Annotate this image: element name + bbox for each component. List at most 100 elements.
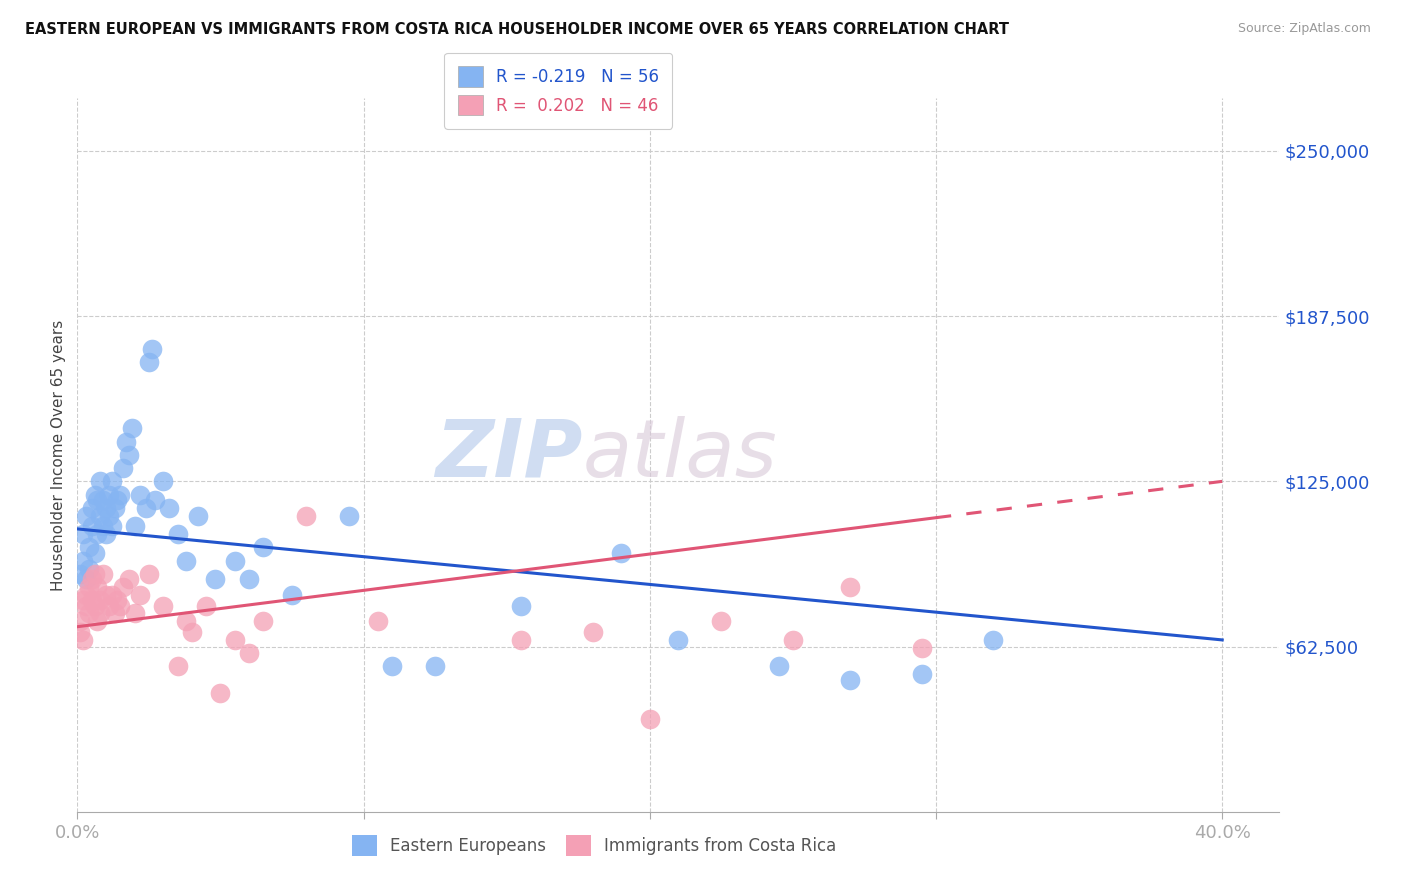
Point bbox=[94, 588, 117, 602]
Point bbox=[97, 599, 120, 613]
Point bbox=[174, 615, 197, 629]
Point bbox=[141, 342, 163, 356]
Point bbox=[97, 508, 120, 523]
Point bbox=[710, 615, 733, 629]
Point bbox=[77, 541, 100, 555]
Point bbox=[115, 434, 138, 449]
Point bbox=[94, 500, 117, 515]
Point bbox=[86, 615, 108, 629]
Point bbox=[768, 659, 790, 673]
Point bbox=[129, 487, 152, 501]
Point bbox=[204, 572, 226, 586]
Point bbox=[72, 593, 94, 607]
Point bbox=[174, 554, 197, 568]
Point bbox=[103, 500, 125, 515]
Point bbox=[75, 572, 97, 586]
Point bbox=[224, 632, 246, 647]
Text: atlas: atlas bbox=[582, 416, 778, 494]
Point bbox=[112, 580, 135, 594]
Point bbox=[110, 599, 132, 613]
Point bbox=[80, 500, 103, 515]
Point bbox=[911, 667, 934, 681]
Point bbox=[510, 632, 533, 647]
Point bbox=[69, 566, 91, 581]
Point bbox=[195, 599, 218, 613]
Point bbox=[77, 580, 100, 594]
Point bbox=[337, 508, 360, 523]
Point bbox=[100, 588, 122, 602]
Point bbox=[381, 659, 404, 673]
Point bbox=[121, 421, 143, 435]
Point bbox=[782, 632, 804, 647]
Point bbox=[252, 541, 274, 555]
Point bbox=[77, 607, 100, 621]
Point bbox=[89, 475, 111, 489]
Point bbox=[152, 475, 174, 489]
Point bbox=[281, 588, 304, 602]
Point bbox=[135, 500, 157, 515]
Point bbox=[839, 580, 862, 594]
Point bbox=[118, 448, 141, 462]
Point bbox=[80, 519, 103, 533]
Point bbox=[423, 659, 446, 673]
Point bbox=[981, 632, 1004, 647]
Point bbox=[75, 599, 97, 613]
Point bbox=[69, 615, 91, 629]
Point bbox=[238, 646, 260, 660]
Text: EASTERN EUROPEAN VS IMMIGRANTS FROM COSTA RICA HOUSEHOLDER INCOME OVER 65 YEARS : EASTERN EUROPEAN VS IMMIGRANTS FROM COST… bbox=[25, 22, 1010, 37]
Point bbox=[157, 500, 180, 515]
Point bbox=[89, 607, 111, 621]
Point bbox=[166, 527, 188, 541]
Point bbox=[77, 561, 100, 575]
Point bbox=[610, 546, 633, 560]
Point bbox=[110, 487, 132, 501]
Point bbox=[367, 615, 389, 629]
Y-axis label: Householder Income Over 65 years: Householder Income Over 65 years bbox=[51, 319, 66, 591]
Point bbox=[80, 593, 103, 607]
Point bbox=[143, 492, 166, 507]
Point bbox=[72, 527, 94, 541]
Text: Source: ZipAtlas.com: Source: ZipAtlas.com bbox=[1237, 22, 1371, 36]
Point bbox=[224, 554, 246, 568]
Point bbox=[911, 640, 934, 655]
Point bbox=[100, 475, 122, 489]
Point bbox=[666, 632, 689, 647]
Legend: Eastern Europeans, Immigrants from Costa Rica: Eastern Europeans, Immigrants from Costa… bbox=[343, 827, 845, 864]
Point bbox=[510, 599, 533, 613]
Point bbox=[75, 508, 97, 523]
Point bbox=[581, 625, 603, 640]
Point bbox=[103, 607, 125, 621]
Point bbox=[100, 519, 122, 533]
Point bbox=[69, 625, 91, 640]
Point bbox=[118, 572, 141, 586]
Point bbox=[86, 580, 108, 594]
Point bbox=[252, 615, 274, 629]
Point bbox=[94, 527, 117, 541]
Point bbox=[83, 546, 105, 560]
Point bbox=[83, 599, 105, 613]
Point bbox=[124, 607, 146, 621]
Point bbox=[152, 599, 174, 613]
Point bbox=[75, 588, 97, 602]
Point bbox=[97, 487, 120, 501]
Point bbox=[80, 572, 103, 586]
Point bbox=[89, 508, 111, 523]
Point bbox=[238, 572, 260, 586]
Point bbox=[638, 712, 661, 726]
Point bbox=[72, 554, 94, 568]
Point bbox=[209, 686, 232, 700]
Point bbox=[107, 492, 129, 507]
Point bbox=[72, 632, 94, 647]
Point bbox=[138, 566, 160, 581]
Point bbox=[107, 593, 129, 607]
Point bbox=[186, 508, 209, 523]
Point bbox=[180, 625, 202, 640]
Point bbox=[129, 588, 152, 602]
Point bbox=[83, 487, 105, 501]
Point bbox=[91, 566, 114, 581]
Point bbox=[112, 461, 135, 475]
Point bbox=[89, 593, 111, 607]
Point bbox=[124, 519, 146, 533]
Point bbox=[86, 492, 108, 507]
Text: ZIP: ZIP bbox=[434, 416, 582, 494]
